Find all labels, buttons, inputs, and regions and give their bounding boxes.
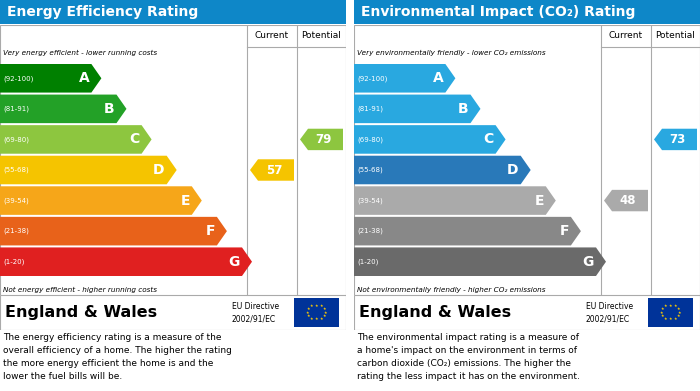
Text: ★: ★ — [661, 314, 664, 318]
Text: ★: ★ — [668, 303, 672, 308]
Polygon shape — [354, 248, 606, 276]
Text: The environmental impact rating is a measure of
a home's impact on the environme: The environmental impact rating is a mea… — [358, 333, 580, 381]
Text: D: D — [508, 163, 519, 177]
Polygon shape — [0, 186, 202, 215]
Text: ★: ★ — [673, 317, 677, 321]
Text: (81-91): (81-91) — [357, 106, 383, 112]
Text: G: G — [582, 255, 594, 269]
Text: ★: ★ — [307, 314, 310, 318]
Text: E: E — [534, 194, 544, 208]
Bar — [294, 298, 339, 327]
Polygon shape — [300, 129, 343, 150]
Text: (39-54): (39-54) — [3, 197, 29, 204]
Text: ★: ★ — [661, 307, 664, 311]
Text: 73: 73 — [669, 133, 685, 146]
Text: B: B — [104, 102, 115, 116]
Text: E: E — [181, 194, 190, 208]
Text: Not environmentally friendly - higher CO₂ emissions: Not environmentally friendly - higher CO… — [357, 287, 545, 293]
Text: (69-80): (69-80) — [3, 136, 29, 143]
Text: EU Directive
2002/91/EC: EU Directive 2002/91/EC — [232, 302, 279, 323]
Text: ★: ★ — [673, 305, 677, 308]
Text: F: F — [559, 224, 569, 238]
Text: ★: ★ — [323, 314, 326, 318]
Text: G: G — [229, 255, 240, 269]
Polygon shape — [604, 190, 648, 211]
Text: A: A — [433, 71, 443, 85]
Text: England & Wales: England & Wales — [359, 305, 511, 320]
Polygon shape — [354, 125, 505, 154]
Polygon shape — [0, 125, 152, 154]
Text: (92-100): (92-100) — [357, 75, 387, 82]
Text: ★: ★ — [668, 317, 672, 321]
Text: (55-68): (55-68) — [3, 167, 29, 173]
Text: Current: Current — [255, 32, 289, 41]
Text: Very energy efficient - lower running costs: Very energy efficient - lower running co… — [3, 50, 157, 56]
Text: ★: ★ — [307, 307, 310, 311]
Polygon shape — [0, 95, 127, 123]
Text: ★: ★ — [664, 317, 668, 321]
Text: ★: ★ — [677, 314, 680, 318]
Polygon shape — [250, 159, 294, 181]
Polygon shape — [354, 95, 480, 123]
Polygon shape — [354, 217, 581, 246]
Text: C: C — [130, 133, 139, 146]
Text: D: D — [153, 163, 164, 177]
Text: 48: 48 — [620, 194, 636, 207]
Text: A: A — [78, 71, 90, 85]
Text: ★: ★ — [319, 305, 323, 308]
Text: The energy efficiency rating is a measure of the
overall efficiency of a home. T: The energy efficiency rating is a measur… — [4, 333, 232, 381]
Text: 79: 79 — [315, 133, 332, 146]
Text: ★: ★ — [323, 307, 326, 311]
Text: (1-20): (1-20) — [357, 258, 379, 265]
Text: ★: ★ — [310, 305, 314, 308]
Text: (1-20): (1-20) — [3, 258, 25, 265]
Text: Environmental Impact (CO₂) Rating: Environmental Impact (CO₂) Rating — [361, 5, 636, 19]
Text: C: C — [483, 133, 493, 146]
Text: (21-38): (21-38) — [3, 228, 29, 234]
Polygon shape — [654, 129, 697, 150]
Text: (92-100): (92-100) — [3, 75, 34, 82]
Polygon shape — [354, 64, 456, 93]
Bar — [648, 298, 693, 327]
Text: EU Directive
2002/91/EC: EU Directive 2002/91/EC — [586, 302, 633, 323]
Text: B: B — [458, 102, 468, 116]
Text: ★: ★ — [324, 310, 328, 314]
Text: ★: ★ — [319, 317, 323, 321]
Text: ★: ★ — [677, 307, 680, 311]
Text: 57: 57 — [266, 163, 282, 176]
Text: (55-68): (55-68) — [357, 167, 383, 173]
Text: Potential: Potential — [656, 32, 695, 41]
Text: ★: ★ — [315, 303, 318, 308]
Text: Energy Efficiency Rating: Energy Efficiency Rating — [7, 5, 198, 19]
Text: ★: ★ — [306, 310, 309, 314]
Text: (39-54): (39-54) — [357, 197, 383, 204]
Text: ★: ★ — [664, 305, 668, 308]
Text: Current: Current — [609, 32, 643, 41]
Text: (21-38): (21-38) — [357, 228, 383, 234]
Text: F: F — [205, 224, 215, 238]
Text: (81-91): (81-91) — [3, 106, 29, 112]
Polygon shape — [354, 186, 556, 215]
Text: ★: ★ — [315, 317, 318, 321]
Polygon shape — [0, 217, 227, 246]
Text: (69-80): (69-80) — [357, 136, 383, 143]
Text: ★: ★ — [310, 317, 314, 321]
Text: Not energy efficient - higher running costs: Not energy efficient - higher running co… — [3, 287, 157, 293]
Text: ★: ★ — [678, 310, 682, 314]
Polygon shape — [0, 156, 176, 184]
Text: ★: ★ — [659, 310, 663, 314]
Text: England & Wales: England & Wales — [5, 305, 157, 320]
Text: Very environmentally friendly - lower CO₂ emissions: Very environmentally friendly - lower CO… — [357, 50, 545, 56]
Polygon shape — [0, 248, 252, 276]
Polygon shape — [354, 156, 531, 184]
Text: Potential: Potential — [302, 32, 342, 41]
Polygon shape — [0, 64, 102, 93]
